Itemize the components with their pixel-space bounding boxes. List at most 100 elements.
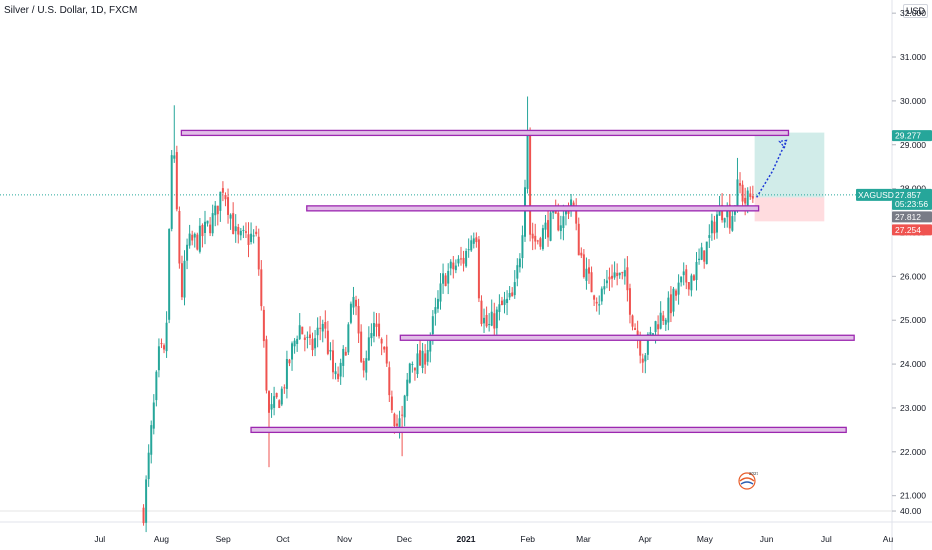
- candle-body: [470, 240, 473, 251]
- candle-body: [334, 371, 337, 375]
- currency-button[interactable]: USD: [903, 4, 929, 18]
- candle-body: [634, 328, 637, 330]
- risk-price-tag-bg: [892, 224, 932, 236]
- candle-body: [288, 359, 291, 364]
- candle-body: [526, 134, 529, 189]
- candle-body: [562, 216, 565, 229]
- candle-body: [232, 213, 235, 234]
- candle-body: [698, 258, 701, 261]
- candle-body: [331, 350, 334, 373]
- y-tick-label: 21.000: [900, 491, 926, 501]
- candle-body: [605, 280, 608, 284]
- candle-body: [247, 234, 250, 245]
- candle-body: [285, 359, 288, 389]
- y-tick-label: 26.000: [900, 271, 926, 281]
- chart-title: Silver / U.S. Dollar, 1D, FXCM: [4, 5, 138, 16]
- candle-body: [431, 316, 434, 335]
- candle-body: [306, 336, 309, 338]
- candle-body: [657, 324, 660, 330]
- last-price-tag: 27.857: [895, 190, 921, 200]
- candle-body: [447, 270, 450, 284]
- candle-body: [380, 338, 383, 344]
- x-tick-label: Apr: [639, 534, 652, 544]
- candle-body: [636, 330, 639, 339]
- horizontal-level: [399, 334, 855, 341]
- candle-body: [585, 268, 588, 281]
- candle-body: [452, 262, 455, 270]
- candle-body: [321, 323, 324, 332]
- candle-body: [552, 210, 555, 213]
- candle-body: [749, 193, 752, 197]
- projection-arrowhead: [778, 139, 788, 149]
- candle-body: [616, 272, 619, 277]
- candle-body: [303, 337, 306, 340]
- candle-body: [188, 233, 191, 246]
- candle-body: [239, 230, 242, 236]
- candle-body: [413, 367, 416, 371]
- candle-body: [283, 387, 286, 389]
- candle-body: [570, 199, 573, 211]
- candle-body: [316, 327, 319, 336]
- candle-body: [365, 358, 368, 373]
- stop-price-tag-bg: [892, 211, 932, 223]
- candle-body: [675, 290, 678, 296]
- candle-body: [708, 235, 711, 238]
- candle-body: [459, 258, 462, 260]
- candle-body: [378, 323, 381, 337]
- candle-body: [390, 396, 393, 411]
- candle-body: [511, 292, 514, 297]
- candle-body: [541, 228, 544, 249]
- candle-body: [278, 400, 281, 408]
- candle-body: [329, 349, 332, 352]
- candle-body: [267, 391, 270, 413]
- candle-body: [224, 194, 227, 200]
- symbol-tag: XAGUSD: [858, 190, 894, 200]
- candle-body: [388, 367, 391, 396]
- candle-body: [293, 340, 296, 347]
- candle-body: [216, 205, 219, 215]
- candle-body: [593, 295, 596, 300]
- candle-body: [539, 238, 542, 247]
- candle-body: [227, 197, 230, 215]
- candle-body: [357, 306, 360, 334]
- candle-body: [690, 275, 693, 291]
- candle-body: [587, 267, 590, 274]
- candle-body: [152, 402, 155, 429]
- candle-body: [567, 211, 570, 214]
- x-tick-label: Oct: [276, 534, 290, 544]
- candle-body: [498, 304, 501, 313]
- candle-body: [319, 327, 322, 329]
- candle-body: [196, 234, 199, 250]
- candle-body: [467, 249, 470, 251]
- candle-body: [280, 388, 283, 405]
- candle-body: [242, 229, 245, 231]
- candle-body: [549, 212, 552, 241]
- candle-body: [639, 338, 642, 356]
- candle-body: [536, 240, 539, 242]
- candle-body: [439, 283, 442, 302]
- candle-body: [416, 353, 419, 375]
- candle-body: [736, 179, 739, 210]
- candle-body: [603, 286, 606, 290]
- candle-body: [521, 235, 524, 259]
- candle-body: [713, 221, 716, 234]
- x-tick-label: Feb: [520, 534, 535, 544]
- candle-body: [488, 324, 491, 326]
- candle-body: [337, 373, 340, 380]
- candle-body: [308, 334, 311, 339]
- candle-body: [209, 224, 212, 234]
- candle-body: [372, 323, 375, 337]
- candle-body: [531, 233, 534, 239]
- candle-body: [198, 225, 201, 252]
- candle-body: [457, 258, 460, 264]
- candle-body: [490, 311, 493, 326]
- candle-body: [326, 330, 329, 354]
- candle-body: [344, 351, 347, 356]
- candle-body: [741, 184, 744, 202]
- candle-body: [608, 276, 611, 280]
- candle-body: [191, 234, 194, 241]
- candle-body: [667, 297, 670, 323]
- candle-body: [744, 197, 747, 204]
- candle-body: [659, 312, 662, 329]
